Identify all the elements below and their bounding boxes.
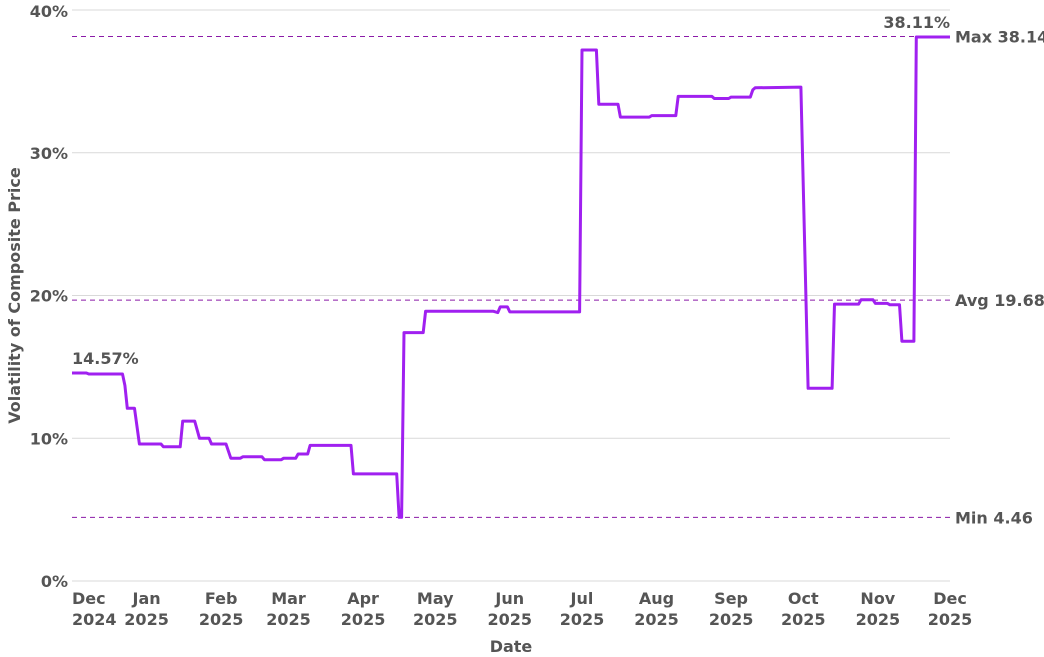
- x-tick-year: 2025: [413, 610, 458, 629]
- x-tick-year: 2025: [928, 610, 973, 629]
- y-tick-label: 30%: [30, 144, 68, 163]
- x-tick-year: 2025: [856, 610, 901, 629]
- x-tick-month: Apr: [347, 589, 379, 608]
- x-tick-month: May: [417, 589, 454, 608]
- x-tick-year: 2025: [488, 610, 533, 629]
- x-tick-month: Mar: [271, 589, 306, 608]
- x-tick-year: 2025: [709, 610, 754, 629]
- y-axis-title: Volatility of Composite Price: [5, 167, 24, 424]
- x-tick-month: Jun: [494, 589, 524, 608]
- point-labels: 14.57% 38.11%: [72, 13, 950, 368]
- y-tick-label: 10%: [30, 429, 68, 448]
- reference-lines: Max 38.14 Avg 19.68 Min 4.46: [72, 28, 1044, 527]
- series-layer: [72, 35, 950, 519]
- x-axis-ticks: Dec 2024 Jan 2025 Feb 2025 Mar 2025 Apr 2025 May 20…: [72, 589, 972, 629]
- reference-label: Max 38.14: [955, 28, 1044, 47]
- reference-label: Avg 19.68: [955, 291, 1044, 310]
- x-tick-year: 2025: [560, 610, 605, 629]
- x-axis-title: Date: [490, 637, 533, 656]
- end-value-label: 38.11%: [883, 13, 950, 32]
- x-tick-month: Feb: [205, 589, 238, 608]
- x-tick-year: 2025: [124, 610, 169, 629]
- x-tick-year: 2025: [341, 610, 386, 629]
- y-tick-label: 40%: [30, 2, 68, 21]
- x-tick-year: 2025: [199, 610, 244, 629]
- x-tick-month: Nov: [860, 589, 895, 608]
- y-tick-label: 20%: [30, 287, 68, 306]
- x-tick-year: 2024: [72, 610, 117, 629]
- x-tick-month: Jul: [570, 589, 594, 608]
- x-tick-month: Oct: [788, 589, 819, 608]
- x-tick-month: Aug: [639, 589, 674, 608]
- x-tick-month: Dec: [933, 589, 967, 608]
- x-tick-year: 2025: [266, 610, 311, 629]
- x-tick-year: 2025: [634, 610, 679, 629]
- series-line: [72, 35, 950, 519]
- x-tick-month: Sep: [714, 589, 748, 608]
- y-axis-ticks: 0% 10% 20% 30% 40%: [30, 2, 68, 591]
- x-tick-month: Dec: [72, 589, 106, 608]
- start-value-label: 14.57%: [72, 349, 139, 368]
- reference-label: Min 4.46: [955, 508, 1033, 527]
- y-tick-label: 0%: [41, 572, 68, 591]
- x-tick-month: Jan: [131, 589, 160, 608]
- gridlines: [72, 9, 950, 582]
- x-tick-year: 2025: [781, 610, 826, 629]
